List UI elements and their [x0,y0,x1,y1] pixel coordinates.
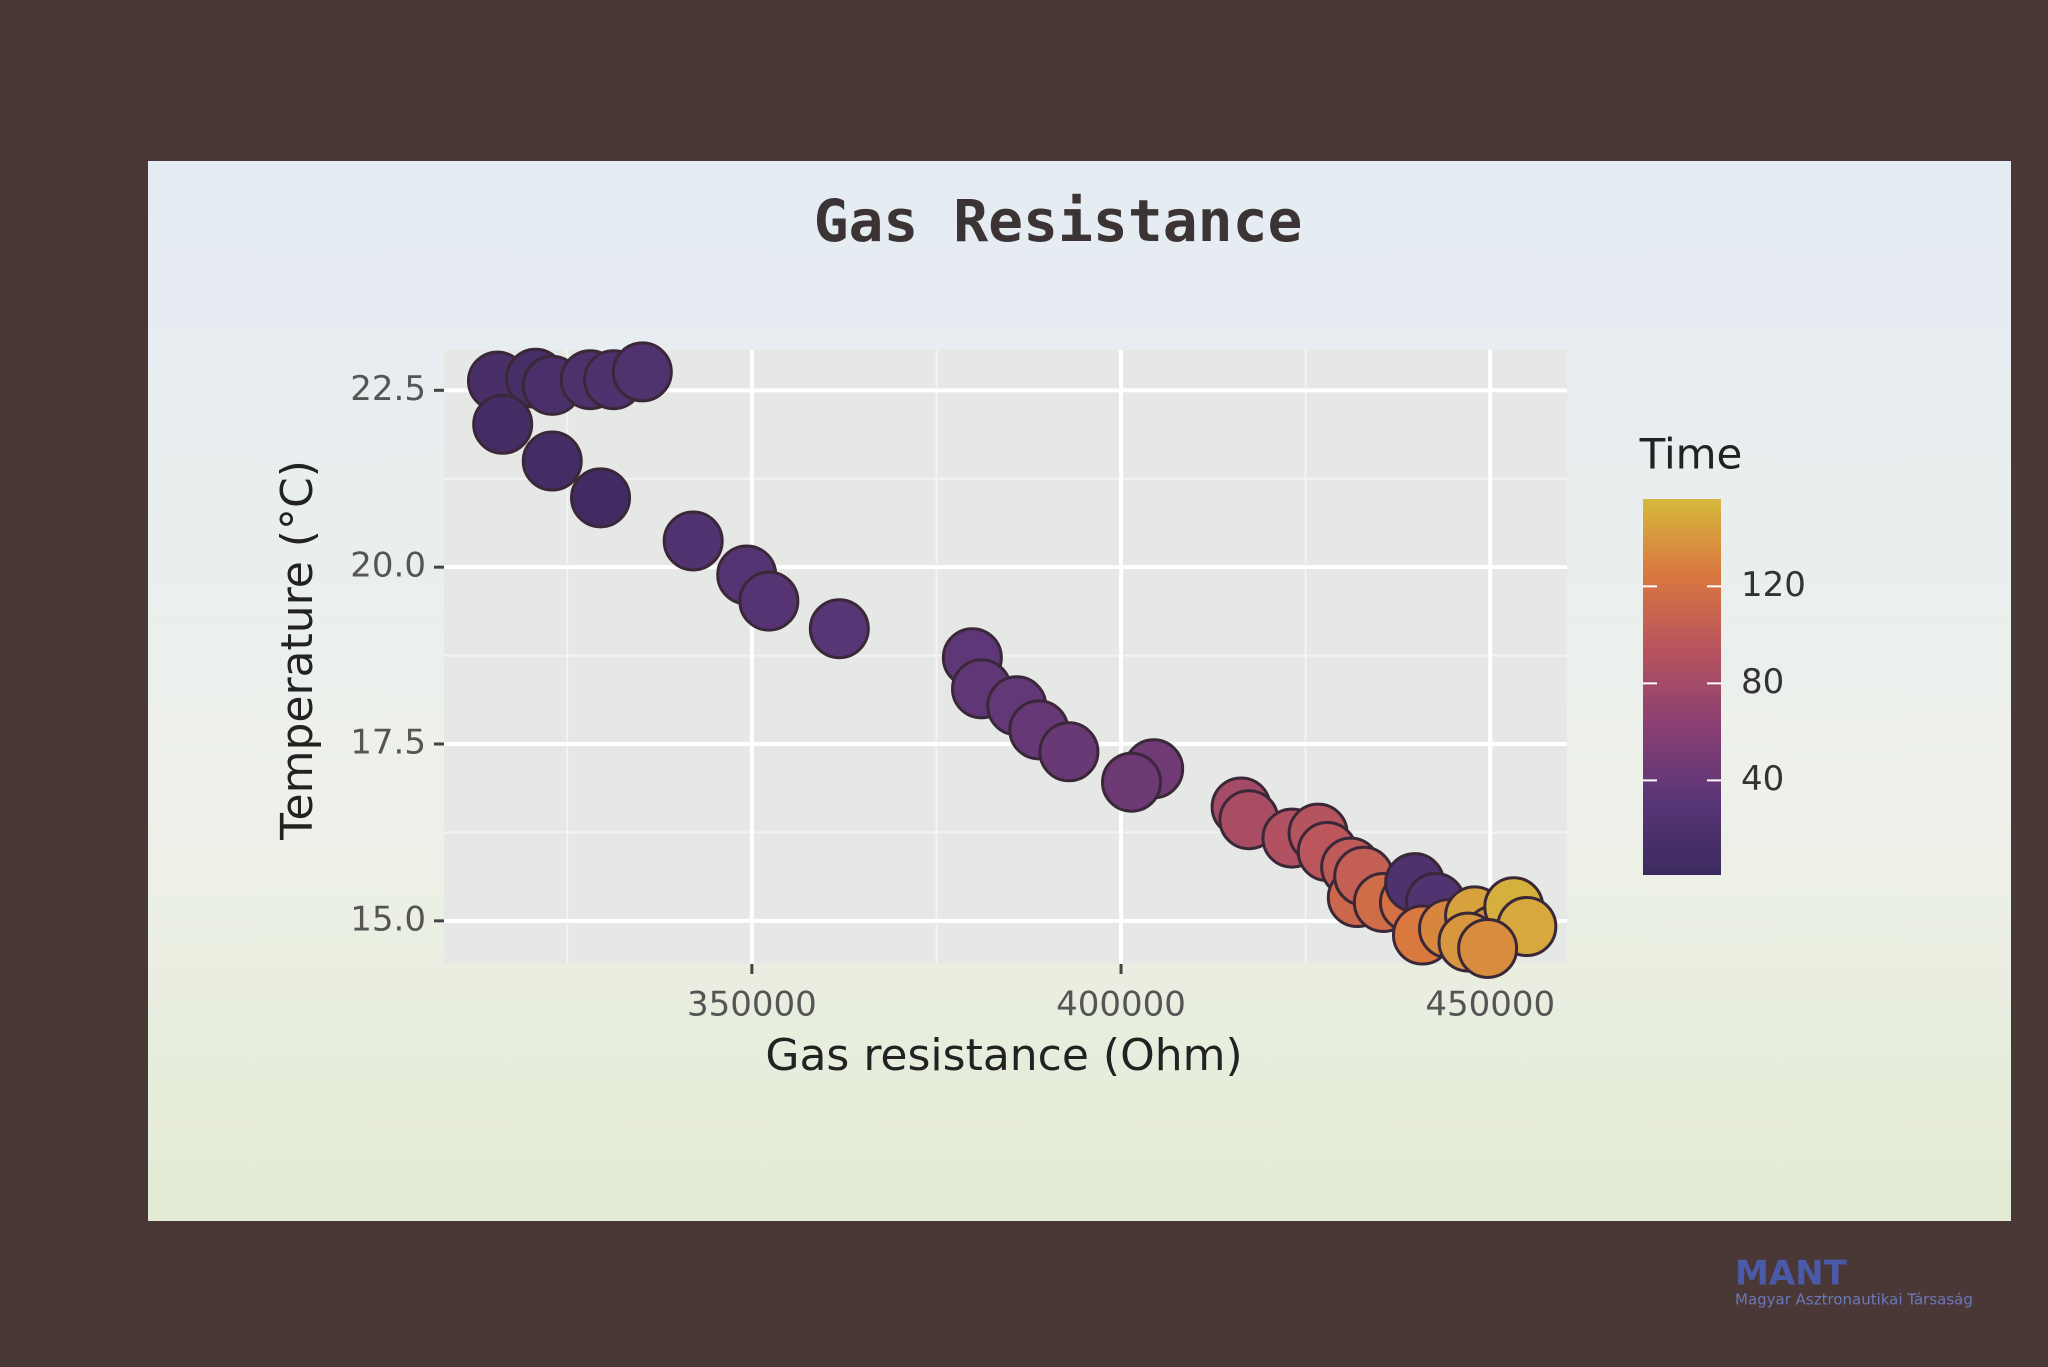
x-axis-title: Gas resistance (Ohm) [765,1030,1242,1081]
point [738,570,800,632]
point [611,341,673,403]
colorbar-tick-label: 120 [1741,565,1806,605]
y-tick-label: 15.0 [350,899,426,939]
chart-title: Gas Resistance [814,187,1303,255]
point [1038,721,1100,783]
y-tick-label: 20.0 [350,546,426,586]
point [570,467,632,529]
watermark-name: MANT [1735,1254,1848,1294]
colorbar-title: Time [1639,430,1743,479]
x-tick-label: 400000 [1056,985,1186,1025]
point [1457,917,1519,979]
colorbar [1643,499,1721,875]
y-tick-label: 22.5 [350,369,426,409]
colorbar-tick-label: 80 [1741,662,1784,702]
x-tick-label: 450000 [1425,985,1555,1025]
point [521,430,583,492]
point [808,598,870,660]
point [1101,751,1163,813]
point [472,393,534,455]
y-axis-title: Temperature (°C) [272,460,323,841]
colorbar-tick-label: 40 [1741,759,1784,799]
x-tick-label: 350000 [687,985,817,1025]
point [662,510,724,572]
watermark-subtitle: Magyar Asztronautikai Társaság [1735,1291,1973,1309]
y-tick-label: 17.5 [350,723,426,763]
plot-area: 350000 400000 450000 15.0 17.5 20.0 22.5 [350,341,1567,1025]
